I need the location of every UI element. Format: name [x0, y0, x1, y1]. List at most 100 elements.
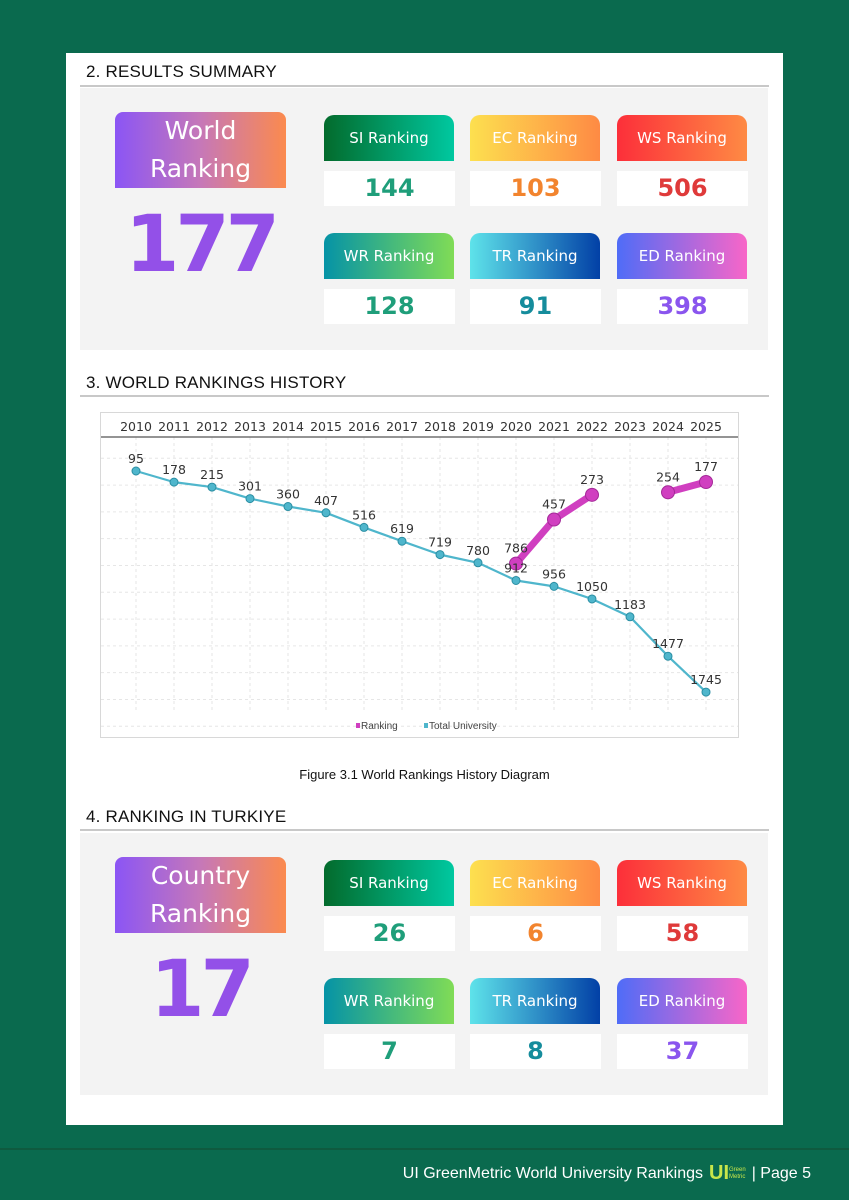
card-value-wr: 7	[324, 1034, 455, 1069]
data-label: 619	[390, 521, 414, 536]
data-label: 1745	[690, 672, 722, 687]
data-label: 301	[238, 479, 262, 494]
x-tick-label: 2017	[386, 419, 418, 434]
data-label: 780	[466, 543, 490, 558]
data-label: 273	[580, 472, 604, 487]
data-point	[587, 594, 597, 604]
data-label: 1183	[614, 597, 646, 612]
card-value-ed: 398	[617, 289, 748, 324]
legend-label: Total University	[429, 721, 497, 732]
x-tick-label: 2025	[690, 419, 722, 434]
figure-caption: Figure 3.1 World Rankings History Diagra…	[299, 767, 550, 782]
footer-text: UI GreenMetric World University Rankings	[402, 1164, 703, 1182]
logo-sub2: Metric	[729, 1173, 746, 1180]
x-tick-label: 2012	[196, 419, 228, 434]
data-label: 1477	[652, 636, 684, 651]
card-label-ec: EC Ranking	[470, 115, 600, 161]
country-ranking-value: 17	[150, 945, 255, 1035]
badge-line2: Ranking	[149, 899, 252, 928]
country-ranking-badge: Country Ranking	[115, 857, 286, 933]
data-point	[359, 522, 369, 532]
data-label: 254	[656, 469, 680, 484]
card-value-wr: 128	[324, 289, 455, 324]
data-point	[245, 494, 255, 504]
legend-label: Ranking	[361, 721, 398, 732]
greenmetric-logo: UI Green Metric	[709, 1162, 746, 1185]
logo-text: UI	[709, 1162, 729, 1184]
data-label: 215	[200, 467, 224, 482]
card-label-ws: WS Ranking	[617, 115, 747, 161]
data-point	[511, 575, 521, 585]
card-value-ws: 58	[617, 916, 748, 951]
section-title-history: 3. WORLD RANKINGS HISTORY	[86, 373, 347, 392]
data-label: 956	[542, 566, 566, 581]
card-label-tr: TR Ranking	[470, 233, 600, 279]
data-point	[473, 558, 483, 568]
data-point	[321, 508, 331, 518]
data-point	[625, 612, 635, 622]
data-point	[585, 487, 599, 502]
card-value-tr: 8	[470, 1034, 601, 1069]
footer: UI GreenMetric World University Rankings…	[403, 1162, 811, 1185]
data-label: 360	[276, 487, 300, 502]
x-tick-label: 2021	[538, 419, 570, 434]
badge-line2: Ranking	[149, 154, 252, 183]
card-label-tr: TR Ranking	[470, 978, 600, 1024]
divider	[80, 395, 769, 397]
badge-line1: World	[164, 116, 237, 145]
card-value-tr: 91	[470, 289, 601, 324]
x-tick-label: 2020	[500, 419, 532, 434]
x-tick-label: 2018	[424, 419, 456, 434]
page-number: | Page 5	[751, 1164, 811, 1182]
divider	[80, 829, 769, 831]
data-label: 1050	[576, 579, 608, 594]
x-tick-label: 2011	[158, 419, 190, 434]
data-point	[169, 477, 179, 487]
world-ranking-value: 177	[125, 200, 280, 290]
data-point	[283, 502, 293, 512]
badge-line1: Country	[150, 861, 251, 890]
card-label-si: SI Ranking	[324, 115, 454, 161]
rankings-history-chart: 2010 2011 2012 2013 2014 2015 2016 2017 2018 2019…	[100, 412, 739, 738]
card-value-si: 26	[324, 916, 455, 951]
card-label-wr: WR Ranking	[324, 233, 454, 279]
data-point	[509, 556, 523, 571]
card-label-si: SI Ranking	[324, 860, 454, 906]
section-title-results: 2. RESULTS SUMMARY	[86, 62, 277, 81]
card-value-ec: 6	[470, 916, 601, 951]
data-label: 786	[504, 541, 528, 556]
data-point	[663, 651, 673, 661]
x-tick-label: 2019	[462, 419, 494, 434]
data-label: 719	[428, 535, 452, 550]
x-tick-label: 2010	[120, 419, 152, 434]
chart-svg: 2010 2011 2012 2013 2014 2015 2016 2017 2018 2019…	[101, 419, 738, 732]
series-line-total-university	[135, 469, 707, 693]
data-label: 407	[314, 493, 338, 508]
card-value-ec: 103	[470, 171, 601, 206]
data-point	[701, 687, 711, 697]
card-label-wr: WR Ranking	[324, 978, 454, 1024]
card-value-ws: 506	[617, 171, 748, 206]
data-label: 457	[542, 497, 566, 512]
data-label: 177	[694, 459, 718, 474]
world-ranking-badge: World Ranking	[115, 112, 286, 188]
legend-swatch	[424, 723, 428, 728]
x-tick-label: 2023	[614, 419, 646, 434]
data-point	[435, 550, 445, 560]
data-point	[549, 581, 559, 591]
data-label: 95	[128, 451, 144, 466]
x-tick-label: 2015	[310, 419, 342, 434]
data-point	[547, 512, 561, 527]
legend-swatch	[356, 723, 360, 728]
x-tick-label: 2013	[234, 419, 266, 434]
card-label-ed: ED Ranking	[617, 978, 747, 1024]
card-label-ws: WS Ranking	[617, 860, 747, 906]
x-tick-label: 2024	[652, 419, 684, 434]
card-label-ed: ED Ranking	[617, 233, 747, 279]
data-label: 178	[162, 462, 186, 477]
section-title-country: 4. RANKING IN TURKIYE	[86, 807, 287, 826]
card-value-ed: 37	[617, 1034, 748, 1069]
footer-divider	[0, 1148, 849, 1150]
data-label: 516	[352, 507, 376, 522]
logo-sub1: Green	[729, 1166, 746, 1173]
